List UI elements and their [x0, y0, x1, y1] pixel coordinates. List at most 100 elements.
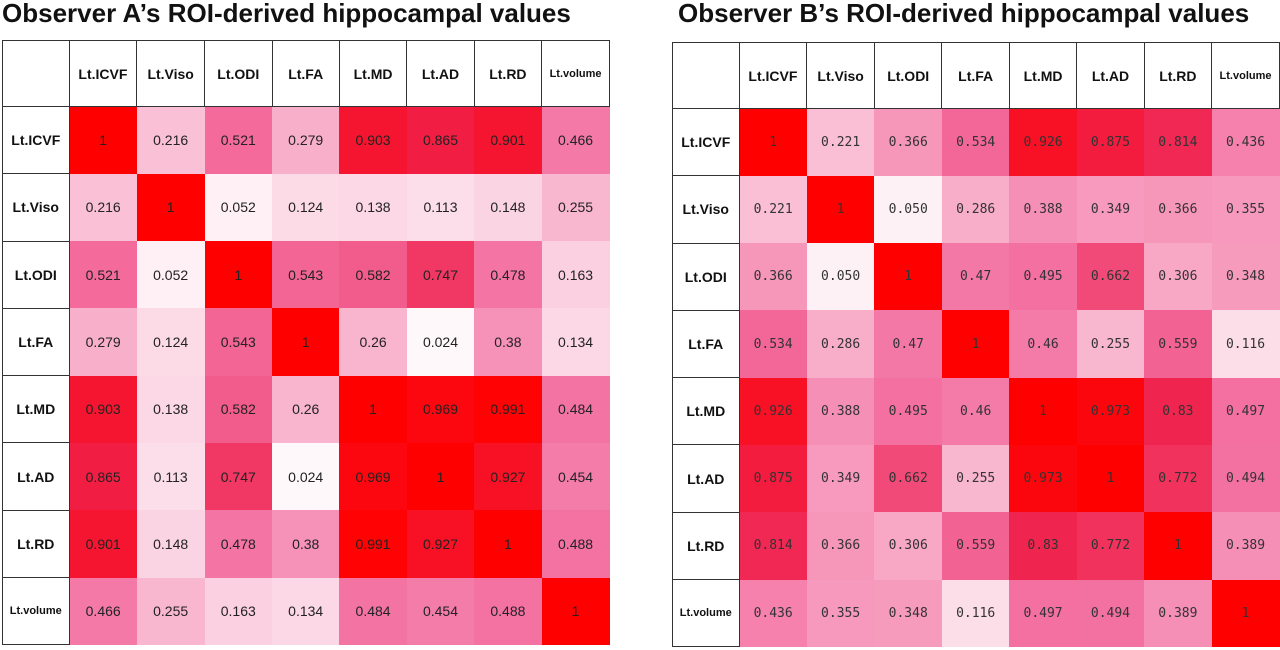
- heatmap-cell: 1: [874, 243, 942, 311]
- heatmap-cell: 0.124: [136, 308, 205, 376]
- heatmap-cell: 0.484: [541, 375, 610, 443]
- chart-title: Observer A’s ROI-derived hippocampal val…: [2, 0, 571, 28]
- heatmap-cell: 0.138: [136, 375, 205, 443]
- row-label: Lt.ODI: [672, 242, 740, 311]
- heatmap-cell: 0.124: [272, 173, 340, 242]
- heatmap-cell: 0.366: [1144, 175, 1212, 244]
- heatmap-cell: 0.46: [941, 377, 1010, 445]
- heatmap-cell: 0.47: [941, 243, 1010, 311]
- heatmap-cell: 0.534: [739, 310, 807, 378]
- heatmap-cell: 0.484: [339, 577, 407, 645]
- heatmap-cell: 1: [1211, 579, 1280, 647]
- heatmap-cell: 0.973: [1076, 377, 1145, 445]
- heatmap-cell: 0.355: [1211, 175, 1280, 244]
- heatmap-cell: 0.927: [474, 442, 542, 511]
- heatmap-cell: 0.366: [739, 243, 807, 311]
- row-label: Lt.ODI: [2, 240, 70, 309]
- heatmap-cell: 0.255: [1076, 310, 1145, 378]
- heatmap-cell: 0.543: [204, 308, 273, 376]
- heatmap-cell: 1: [1009, 377, 1077, 445]
- heatmap-cell: 0.662: [1076, 243, 1145, 311]
- chart-title: Observer B’s ROI-derived hippocampal val…: [678, 0, 1250, 28]
- heatmap-cell: 0.497: [1211, 377, 1280, 445]
- matrix-row: Lt.ICVF 1 0.221 0.366 0.534 0.926 0.875 0.814 0.…: [672, 107, 1280, 177]
- heatmap-cell: 1: [272, 308, 340, 376]
- heatmap-cell: 0.148: [474, 173, 542, 242]
- heatmap-cell: 0.814: [739, 512, 807, 580]
- heatmap-cell: 1: [69, 106, 137, 174]
- heatmap-cell: 0.355: [806, 579, 875, 647]
- column-label: Lt.ICVF: [68, 40, 138, 107]
- heatmap-cell: 0.454: [541, 442, 610, 511]
- heatmap-panel-a: Observer A’s ROI-derived hippocampal val…: [0, 0, 610, 646]
- matrix-row: Lt.ICVF 1 0.216 0.521 0.279 0.903 0.865 0.901 0.…: [2, 105, 610, 175]
- heatmap-cell: 0.521: [204, 106, 273, 174]
- heatmap-cell: 0.875: [739, 444, 807, 513]
- heatmap-cell: 0.348: [874, 579, 942, 647]
- heatmap-cell: 0.83: [1009, 512, 1077, 580]
- heatmap-cell: 0.991: [339, 510, 407, 578]
- heatmap-cell: 0.969: [339, 442, 407, 511]
- heatmap-cell: 0.113: [406, 173, 475, 242]
- heatmap-cell: 0.534: [941, 108, 1010, 176]
- heatmap-cell: 0.255: [136, 577, 205, 645]
- row-label: Lt.volume: [2, 577, 70, 646]
- heatmap-cell: 1: [474, 510, 542, 578]
- heatmap-cell: 0.306: [1144, 243, 1212, 311]
- correlation-matrix: Lt.ICVF Lt.Viso Lt.ODI Lt.FA Lt.MD Lt.AD Lt.RD…: [2, 40, 610, 646]
- heatmap-cell: 0.926: [739, 377, 807, 445]
- heatmap-cell: 0.991: [474, 375, 542, 443]
- heatmap-cell: 0.349: [1076, 175, 1145, 244]
- heatmap-cell: 0.26: [272, 375, 340, 443]
- row-label: Lt.FA: [2, 307, 70, 377]
- matrix-row: Lt.volume 0.466 0.255 0.163 0.134 0.484 0.454 0…: [2, 577, 610, 646]
- matrix-row: Lt.AD 0.875 0.349 0.662 0.255 0.973 1 0.772 0.49…: [672, 444, 1280, 513]
- row-label: Lt.RD: [2, 509, 70, 579]
- matrix-row: Lt.Viso 0.221 1 0.050 0.286 0.388 0.349 0.366 0.…: [672, 175, 1280, 244]
- header-row: Lt.ICVF Lt.Viso Lt.ODI Lt.FA Lt.MD Lt.AD Lt.RD…: [672, 42, 1280, 109]
- heatmap-cell: 0.148: [136, 510, 205, 578]
- heatmap-cell: 0.488: [474, 577, 542, 645]
- matrix-row: Lt.RD 0.901 0.148 0.478 0.38 0.991 0.927 1 0.488: [2, 509, 610, 579]
- heatmap-cell: 0.366: [874, 108, 942, 176]
- heatmap-panel-b: Observer B’s ROI-derived hippocampal val…: [670, 0, 1280, 648]
- matrix-row: Lt.ODI 0.521 0.052 1 0.543 0.582 0.747 0.478 0.1…: [2, 240, 610, 309]
- heatmap-cell: 0.348: [1211, 243, 1280, 311]
- heatmap-cell: 0.138: [339, 173, 407, 242]
- heatmap-cell: 1: [136, 173, 205, 242]
- heatmap-cell: 0.903: [69, 375, 137, 443]
- heatmap-cell: 0.466: [541, 106, 610, 174]
- heatmap-cell: 0.388: [1009, 175, 1077, 244]
- heatmap-cell: 0.901: [69, 510, 137, 578]
- heatmap-cell: 0.221: [739, 175, 807, 244]
- heatmap-cell: 0.495: [874, 377, 942, 445]
- heatmap-cell: 0.875: [1076, 108, 1145, 176]
- heatmap-cell: 0.494: [1211, 444, 1280, 513]
- heatmap-cell: 1: [204, 241, 273, 309]
- row-label: Lt.ICVF: [2, 105, 70, 175]
- heatmap-cell: 0.747: [406, 241, 475, 309]
- heatmap-cell: 0.559: [941, 512, 1010, 580]
- matrix-row: Lt.AD 0.865 0.113 0.747 0.024 0.969 1 0.927 0.45…: [2, 442, 610, 511]
- matrix-row: Lt.FA 0.534 0.286 0.47 1 0.46 0.255 0.559 0.116: [672, 309, 1280, 379]
- heatmap-cell: 0.772: [1076, 512, 1145, 580]
- row-label: Lt.ICVF: [672, 107, 740, 177]
- heatmap-cell: 0.488: [541, 510, 610, 578]
- heatmap-cell: 0.134: [541, 308, 610, 376]
- heatmap-cell: 0.286: [806, 310, 875, 378]
- heatmap-cell: 0.052: [204, 173, 273, 242]
- heatmap-cell: 0.050: [874, 175, 942, 244]
- heatmap-cell: 0.050: [806, 243, 875, 311]
- row-label: Lt.FA: [672, 309, 740, 379]
- matrix-row: Lt.volume 0.436 0.355 0.348 0.116 0.497 0.494 0…: [672, 579, 1280, 648]
- heatmap-cell: 0.279: [272, 106, 340, 174]
- heatmap-cell: 0.306: [874, 512, 942, 580]
- heatmap-cell: 1: [739, 108, 807, 176]
- heatmap-cell: 0.26: [339, 308, 407, 376]
- correlation-matrix: Lt.ICVF Lt.Viso Lt.ODI Lt.FA Lt.MD Lt.AD Lt.RD…: [672, 42, 1280, 648]
- corner-cell: [2, 40, 70, 107]
- column-label: Lt.Viso: [806, 42, 875, 109]
- heatmap-cell: 0.543: [272, 241, 340, 309]
- heatmap-cell: 0.865: [406, 106, 475, 174]
- heatmap-cell: 0.478: [474, 241, 542, 309]
